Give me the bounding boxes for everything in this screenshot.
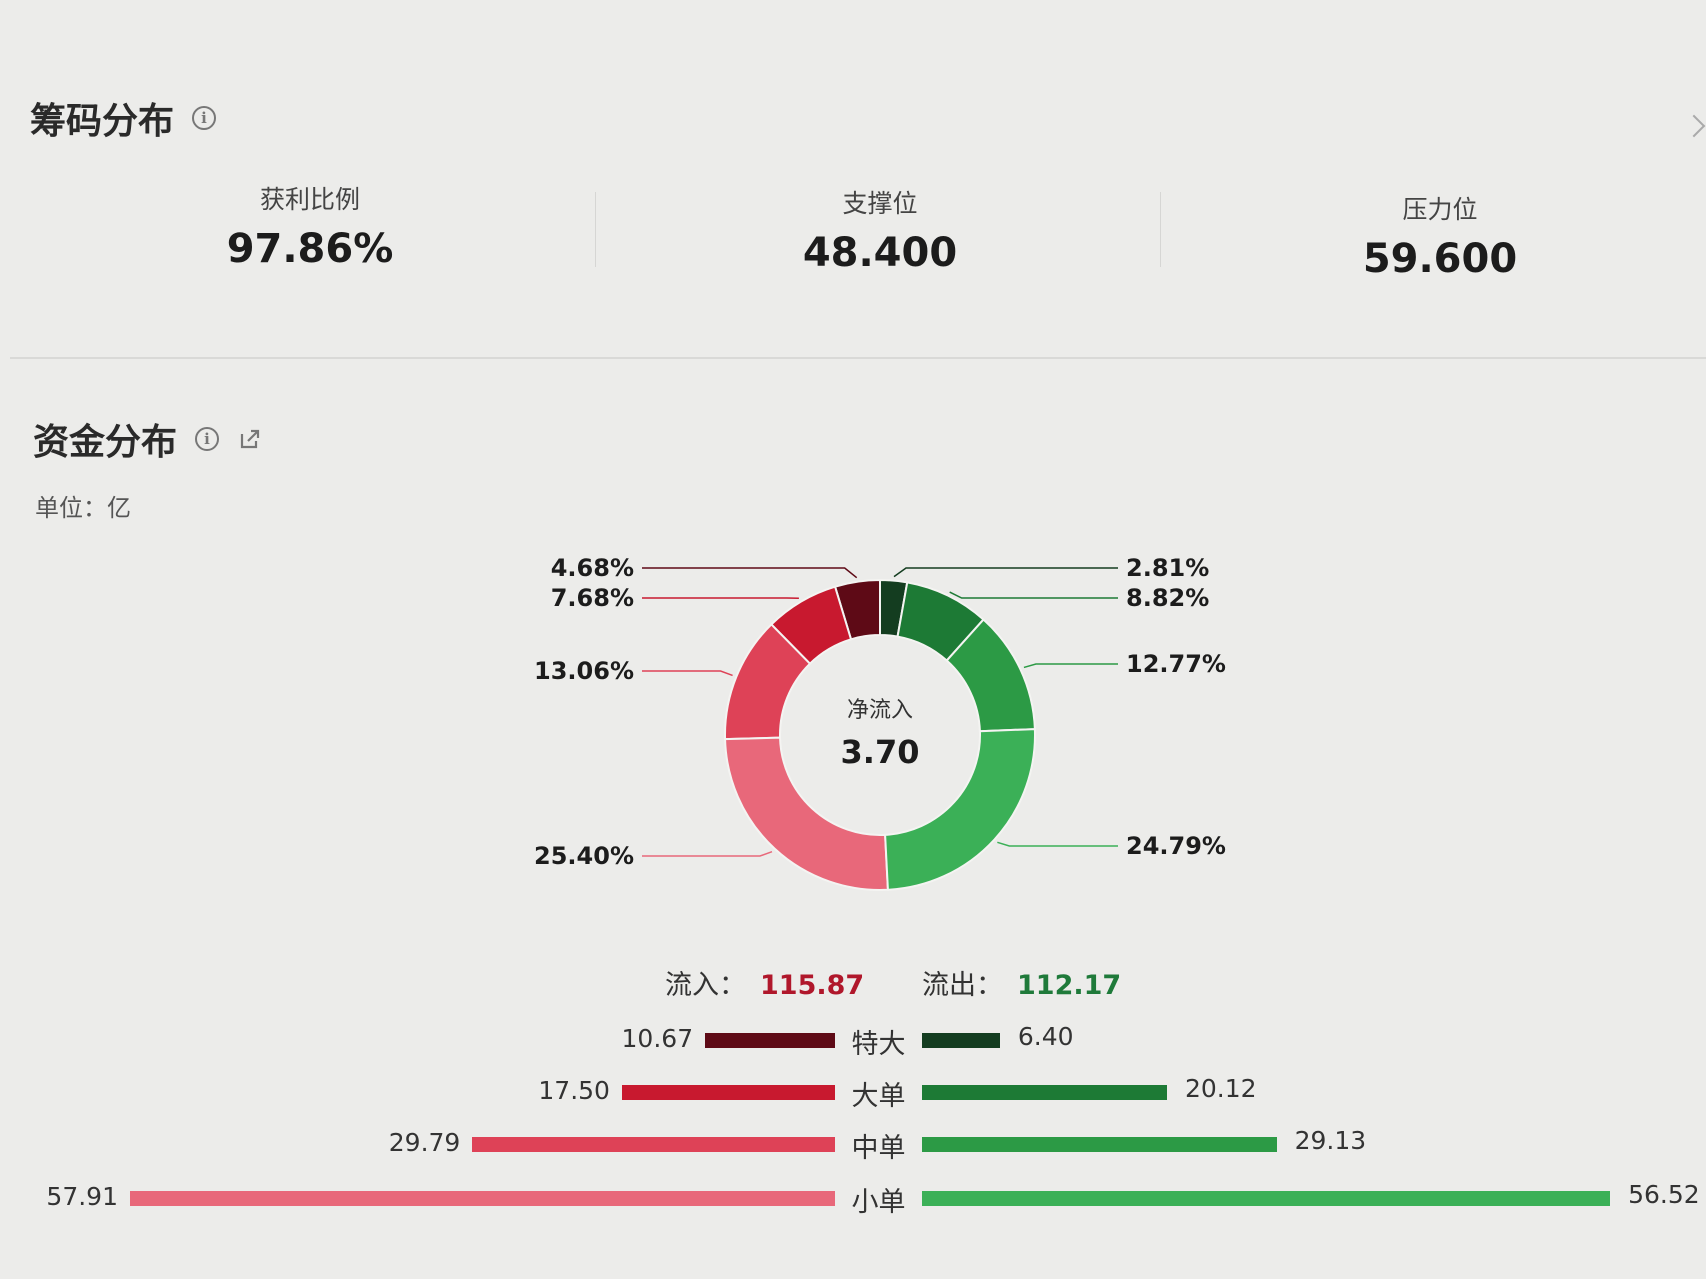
- stat-value: 59.600: [1362, 236, 1518, 282]
- inflow-summary: 流入： 115.87: [665, 963, 864, 1002]
- outflow-bar: [922, 1137, 1277, 1152]
- donut-slice-label: 2.81%: [1126, 554, 1209, 582]
- bar-category-label: 小单: [851, 1187, 906, 1218]
- inflow-bar: [472, 1137, 835, 1152]
- donut-slice-label: 12.77%: [1126, 650, 1226, 678]
- stat-pressure-level: 压力位 59.600: [1270, 190, 1610, 282]
- info-icon[interactable]: i: [195, 427, 220, 451]
- inflow-bar-value: 57.91: [46, 1182, 118, 1211]
- outflow-bar-value: 56.52: [1628, 1180, 1700, 1209]
- donut-leader-line: [997, 841, 1118, 847]
- inflow-label: 流入：: [665, 970, 746, 1001]
- donut-slice-label: 13.06%: [534, 657, 634, 685]
- donut-slice-label: 4.68%: [551, 554, 634, 582]
- fund-distribution-title: 资金分布 i: [33, 413, 263, 465]
- donut-center-label: 净流入: [847, 698, 913, 723]
- donut-leader-line: [949, 591, 1118, 599]
- stat-label: 压力位: [1402, 195, 1478, 224]
- chip-distribution-title-text: 筹码分布: [30, 101, 175, 142]
- donut-slice-label: 25.40%: [534, 842, 634, 870]
- section-divider: [10, 357, 1706, 359]
- outflow-bar: [922, 1033, 1000, 1048]
- inflow-value: 115.87: [760, 970, 865, 1001]
- donut-slice-label: 8.82%: [1126, 584, 1209, 612]
- stat-label: 获利比例: [259, 185, 360, 214]
- stat-divider: [595, 192, 596, 267]
- inflow-bar: [130, 1191, 835, 1206]
- chip-distribution-title: 筹码分布 i: [30, 92, 217, 144]
- outflow-bar: [922, 1191, 1611, 1206]
- inflow-bar: [705, 1033, 835, 1048]
- inflow-bar-value: 29.79: [388, 1128, 461, 1157]
- bar-category-label: 中单: [851, 1133, 906, 1164]
- donut-leader-line: [642, 850, 773, 857]
- donut-slice: [884, 728, 1036, 891]
- inflow-bar-value: 10.67: [621, 1024, 694, 1053]
- stat-profit-ratio: 获利比例 97.86%: [140, 180, 480, 272]
- stat-label: 支撑位: [842, 189, 918, 218]
- bar-category-label: 大单: [851, 1081, 906, 1112]
- donut-leader-line: [642, 670, 733, 677]
- fund-distribution-title-text: 资金分布: [33, 422, 178, 463]
- donut-leader-line: [893, 567, 1118, 578]
- outflow-bar-value: 6.40: [1017, 1022, 1074, 1051]
- outflow-bar: [922, 1085, 1167, 1100]
- stat-value: 97.86%: [226, 226, 394, 272]
- donut-leader-line: [1023, 663, 1118, 669]
- bar-category-label: 特大: [851, 1029, 906, 1060]
- donut-slice-label: 24.79%: [1126, 832, 1226, 860]
- fund-donut-chart: 4.68%7.68% 13.06% 25.40% 2.81%8.82% 12.77% 24…: [534, 554, 1226, 891]
- stat-value: 48.400: [802, 230, 958, 276]
- outflow-value: 112.17: [1017, 970, 1122, 1001]
- outflow-bar-value: 20.12: [1184, 1074, 1257, 1103]
- info-icon[interactable]: i: [192, 106, 217, 130]
- outflow-bar-value: 29.13: [1294, 1126, 1367, 1155]
- outflow-label: 流出：: [922, 970, 1003, 1001]
- stat-divider: [1160, 192, 1161, 267]
- stat-support-level: 支撑位 48.400: [710, 184, 1050, 276]
- inflow-bar-value: 17.50: [538, 1076, 610, 1105]
- inflow-bar: [621, 1085, 835, 1100]
- unit-label: 单位：亿: [35, 494, 131, 522]
- donut-slice-label: 7.68%: [551, 584, 634, 612]
- share-icon[interactable]: [237, 426, 263, 452]
- donut-leader-line: [642, 567, 858, 579]
- outflow-summary: 流出： 112.17: [922, 963, 1121, 1002]
- donut-center-value: 3.70: [841, 733, 920, 771]
